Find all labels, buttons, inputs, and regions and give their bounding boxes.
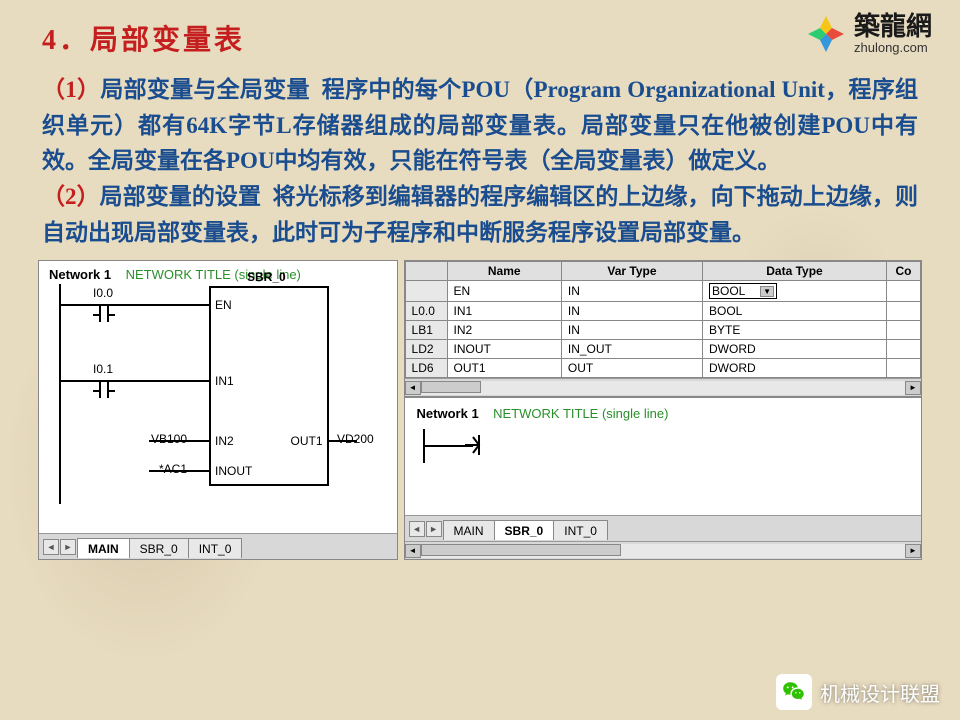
datatype-select: BOOL <box>709 283 777 299</box>
scroll-left-icon[interactable]: ◄ <box>405 381 421 395</box>
src-inout: *AC1 <box>159 462 187 476</box>
tab-next-icon[interactable]: ► <box>426 521 442 537</box>
title-number: 4． <box>42 25 90 56</box>
table-row[interactable]: EN IN BOOL <box>405 281 920 302</box>
footer-text: 机械设计联盟 <box>820 678 940 707</box>
content: （1）局部变量与全局变量 程序中的每个POU（Program Organizat… <box>0 66 960 250</box>
ladder-diagram: I0.0 I0.1 SBR_0 EN IN1 IN2 INOUT OUT1 VB… <box>49 284 387 506</box>
pin-en: EN <box>215 298 232 312</box>
variable-panel: Name Var Type Data Type Co EN IN BOOL L0… <box>404 260 922 560</box>
contact-i0-1[interactable]: I0.1 <box>93 362 115 397</box>
p1-head: 局部变量与全局变量 <box>100 77 309 102</box>
rung-line <box>59 304 209 306</box>
p2-label: （2） <box>42 184 100 209</box>
power-rail <box>59 284 61 504</box>
footer-watermark: 机械设计联盟 <box>776 674 940 710</box>
tab-int0-2[interactable]: INT_0 <box>553 520 608 540</box>
scroll-track[interactable] <box>421 544 905 558</box>
scroll-left-icon[interactable]: ◄ <box>405 544 421 558</box>
col-vartype[interactable]: Var Type <box>561 262 702 281</box>
title-text: 局部变量表 <box>90 25 245 56</box>
pin-in1: IN1 <box>215 374 234 388</box>
rung-line <box>59 380 209 382</box>
network-title-2: NETWORK TITLE (single line) <box>493 406 668 421</box>
zhulong-icon <box>804 12 848 56</box>
network-label: Network 1 <box>49 267 111 282</box>
tab-sbr0-2[interactable]: SBR_0 <box>494 520 555 540</box>
table-row[interactable]: LD2 INOUT IN_OUT DWORD <box>405 340 920 359</box>
logo-url: zhulong.com <box>854 40 932 55</box>
scroll-thumb[interactable] <box>421 381 481 393</box>
table-row[interactable]: L0.0 IN1 IN BOOL <box>405 302 920 321</box>
cursor-marker <box>417 429 909 463</box>
col-addr <box>405 262 447 281</box>
contact-i0-0[interactable]: I0.0 <box>93 286 115 321</box>
table-row[interactable]: LD6 OUT1 OUT DWORD <box>405 359 920 378</box>
tab-int0[interactable]: INT_0 <box>188 538 243 558</box>
table-row[interactable]: LB1 IN2 IN BYTE <box>405 321 920 340</box>
pin-out1: OUT1 <box>291 434 323 448</box>
lower-editor: Network 1 NETWORK TITLE (single line) ◄ … <box>405 396 921 559</box>
network-label-2: Network 1 <box>417 406 479 421</box>
tab-prev-icon[interactable]: ◄ <box>409 521 425 537</box>
scrollbar-horizontal-2[interactable]: ◄ ► <box>405 541 921 559</box>
scrollbar-horizontal[interactable]: ◄ ► <box>405 378 921 396</box>
block-name: SBR_0 <box>247 270 286 284</box>
scroll-right-icon[interactable]: ► <box>905 544 921 558</box>
col-datatype[interactable]: Data Type <box>703 262 887 281</box>
tab-next-icon[interactable]: ► <box>60 539 76 555</box>
figures-row: Network 1 NETWORK TITLE (single line) I0… <box>0 250 960 560</box>
tab-main[interactable]: MAIN <box>77 538 130 558</box>
scroll-track[interactable] <box>421 381 905 395</box>
dst-out1: VD200 <box>337 432 374 446</box>
tab-sbr0[interactable]: SBR_0 <box>129 538 189 558</box>
left-tabs: ◄ ► MAIN SBR_0 INT_0 <box>39 533 397 559</box>
scroll-thumb[interactable] <box>421 544 621 556</box>
tab-main-2[interactable]: MAIN <box>443 520 495 540</box>
wechat-icon <box>776 674 812 710</box>
p1-label: （1） <box>42 77 100 102</box>
col-name[interactable]: Name <box>447 262 561 281</box>
tab-prev-icon[interactable]: ◄ <box>43 539 59 555</box>
scroll-right-icon[interactable]: ► <box>905 381 921 395</box>
logo: 築龍網 zhulong.com <box>804 12 932 56</box>
lower-tabs: ◄ ► MAIN SBR_0 INT_0 <box>405 515 921 541</box>
col-comment[interactable]: Co <box>887 262 921 281</box>
variable-table: Name Var Type Data Type Co EN IN BOOL L0… <box>405 261 921 378</box>
src-in2: VB100 <box>151 432 187 446</box>
pin-inout: INOUT <box>215 464 252 478</box>
p2-head: 局部变量的设置 <box>100 184 261 209</box>
ladder-editor: Network 1 NETWORK TITLE (single line) I0… <box>38 260 398 560</box>
pin-in2: IN2 <box>215 434 234 448</box>
logo-brand: 築龍網 <box>854 14 932 40</box>
